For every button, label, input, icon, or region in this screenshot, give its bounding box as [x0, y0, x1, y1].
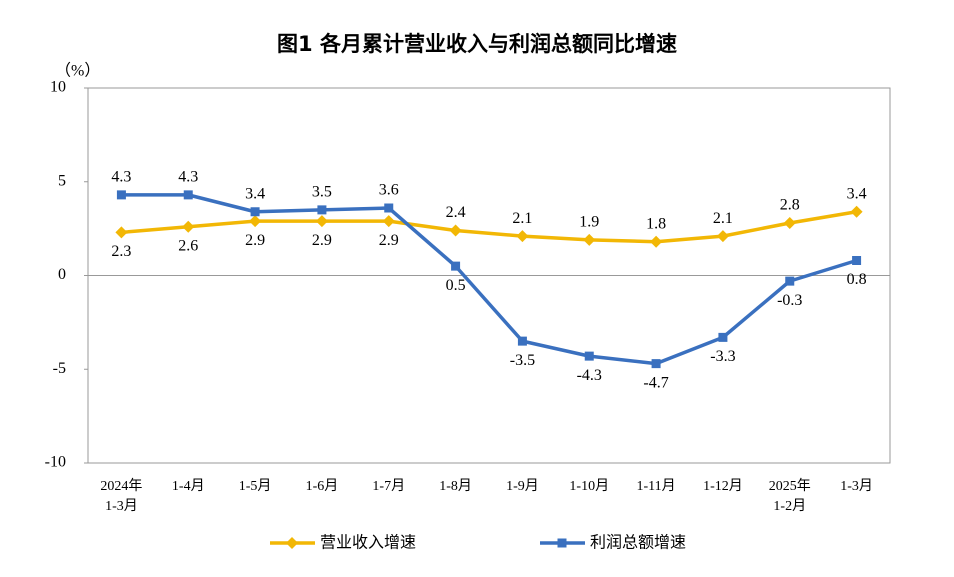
- data-label: 3.4: [245, 185, 265, 202]
- data-point: [785, 276, 795, 286]
- data-point: [651, 359, 661, 369]
- data-point: [382, 215, 395, 228]
- series-line: [121, 193, 858, 366]
- data-label: -4.7: [643, 374, 668, 391]
- x-tick-label: 1-6月: [306, 478, 339, 494]
- y-unit: （%）: [55, 62, 100, 80]
- data-point: [116, 190, 126, 200]
- data-point: [384, 203, 394, 213]
- y-tick-label: -5: [53, 360, 66, 377]
- y-tick-label: -10: [45, 454, 66, 471]
- data-label: 3.6: [379, 182, 399, 199]
- data-label: 2.6: [178, 237, 198, 254]
- data-point: [584, 351, 594, 361]
- data-label: -3.5: [510, 352, 535, 369]
- x-tick-label: 2025年: [769, 478, 811, 494]
- data-label: 2.1: [713, 210, 733, 227]
- data-point: [249, 215, 262, 228]
- x-tick-label: 1-11月: [637, 478, 676, 494]
- x-tick-label: 1-10月: [569, 478, 609, 494]
- data-label: -3.3: [710, 348, 735, 365]
- x-tick-label: 1-9月: [506, 478, 539, 494]
- y-tick-label: 0: [58, 266, 66, 283]
- y-tick-label: 5: [58, 172, 66, 189]
- data-point: [852, 256, 862, 265]
- x-tick-label: 2024年: [100, 478, 142, 494]
- legend-marker: [557, 538, 567, 548]
- series-line: [121, 210, 857, 244]
- data-point: [517, 336, 527, 346]
- x-tick-label: 1-3月: [840, 478, 873, 494]
- data-point: [451, 261, 461, 271]
- data-label: -0.3: [777, 292, 802, 309]
- data-label: -4.3: [577, 367, 602, 384]
- data-point: [716, 230, 729, 243]
- data-point: [650, 235, 663, 248]
- data-point: [115, 226, 128, 239]
- data-point: [182, 220, 195, 233]
- data-point: [718, 332, 728, 342]
- x-tick-label: 1-5月: [239, 478, 272, 494]
- data-point: [250, 207, 260, 217]
- x-tick-label: 1-2月: [773, 498, 806, 514]
- data-label: 4.3: [111, 169, 131, 186]
- x-tick-label: 1-8月: [439, 478, 472, 494]
- data-label: 2.4: [446, 204, 466, 221]
- x-tick-label: 1-12月: [703, 478, 743, 494]
- data-point: [783, 217, 796, 229]
- data-point: [449, 224, 462, 237]
- data-point: [850, 205, 863, 218]
- data-label: 2.8: [780, 197, 800, 214]
- data-label: 2.3: [111, 243, 131, 260]
- data-label: 0.8: [847, 271, 867, 288]
- data-label: 2.9: [379, 232, 399, 249]
- data-label: 3.4: [847, 185, 867, 202]
- data-label: 2.9: [312, 232, 332, 249]
- data-label: 1.8: [646, 215, 666, 232]
- data-point: [516, 230, 529, 243]
- legend-marker: [286, 537, 298, 549]
- data-label: 2.9: [245, 232, 265, 249]
- x-tick-label: 1-4月: [172, 478, 205, 494]
- data-label: 1.9: [579, 214, 599, 231]
- data-point: [183, 190, 193, 200]
- legend-label: 营业收入增速: [320, 533, 416, 552]
- chart-title: 图1 各月累计营业收入与利润总额同比增速: [277, 32, 677, 56]
- data-point: [317, 205, 327, 215]
- data-point: [583, 233, 596, 246]
- data-label: 4.3: [178, 169, 198, 186]
- data-label: 0.5: [446, 277, 466, 294]
- data-label: 2.1: [512, 210, 532, 227]
- data-point: [315, 215, 328, 228]
- y-tick-label: 10: [50, 79, 66, 96]
- x-tick-label: 1-3月: [105, 498, 138, 514]
- x-tick-label: 1-7月: [372, 478, 405, 494]
- data-label: 3.5: [312, 184, 332, 201]
- legend-label: 利润总额增速: [590, 533, 686, 552]
